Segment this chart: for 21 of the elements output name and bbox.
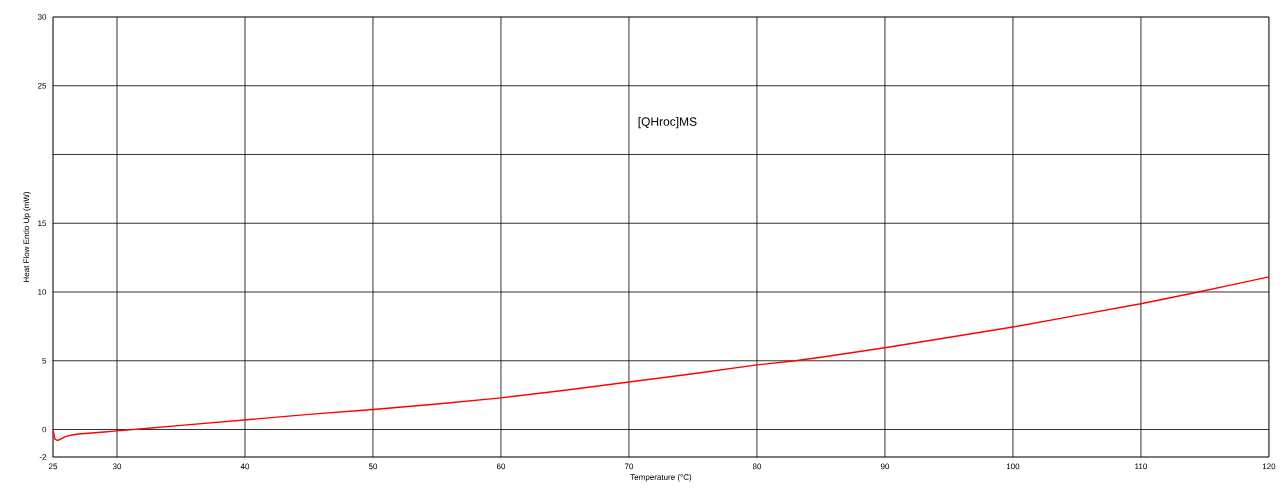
x-tick-label: 50 bbox=[368, 463, 378, 470]
x-tick-label: 90 bbox=[880, 463, 890, 470]
y-tick-label: 15 bbox=[38, 220, 47, 227]
y-tick-label: -2 bbox=[39, 454, 47, 460]
x-tick-label: 60 bbox=[496, 463, 506, 470]
y-tick-label: 5 bbox=[42, 357, 47, 364]
x-tick-label: 70 bbox=[624, 463, 634, 470]
x-tick-label: 100 bbox=[1006, 463, 1020, 470]
y-tick-label: 0 bbox=[42, 426, 47, 433]
y-axis-title: Heat Flow Endo Up (mW) bbox=[23, 191, 31, 282]
annotation: [QHroc]MS bbox=[638, 117, 697, 129]
x-tick-label: 120 bbox=[1262, 463, 1276, 470]
y-tick-label: 30 bbox=[37, 14, 47, 20]
y-tick-label: 10 bbox=[38, 289, 47, 295]
x-tick-label: 80 bbox=[752, 463, 762, 470]
x-axis-title: Temperature (°C) bbox=[630, 474, 692, 482]
x-tick-label: 25 bbox=[48, 463, 58, 470]
x-tick-label: 110 bbox=[1135, 463, 1147, 470]
x-tick-label: 40 bbox=[240, 463, 250, 470]
y-tick-label: 25 bbox=[37, 82, 47, 89]
x-tick-label: 30 bbox=[112, 463, 122, 470]
